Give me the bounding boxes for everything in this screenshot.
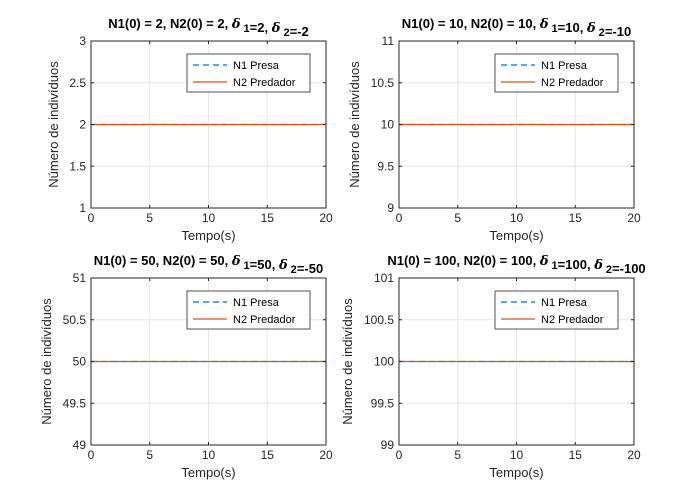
chart-title: N1(0) = 10, N2(0) = 10, δ 1=10, δ 2=-10 <box>402 16 631 39</box>
x-tick-label: 10 <box>202 448 216 462</box>
legend: N1 Presa N2 Predador <box>494 290 619 330</box>
x-tick-label: 15 <box>569 211 583 225</box>
y-axis-label: Número de indivíduos <box>340 298 355 425</box>
y-tick-label: 1 <box>79 201 86 215</box>
x-tick-label: 15 <box>569 448 583 462</box>
y-tick-label: 99.5 <box>371 396 395 410</box>
x-axis-label: Tempo(s) <box>489 465 543 480</box>
y-tick-label: 2 <box>79 118 86 132</box>
x-tick-label: 0 <box>88 448 95 462</box>
x-tick-label: 20 <box>319 211 333 225</box>
y-tick-label: 50 <box>73 355 87 369</box>
x-tick-label: 20 <box>627 211 641 225</box>
x-tick-label: 5 <box>146 211 153 225</box>
legend: N1 Presa N2 Predador <box>494 53 619 93</box>
y-tick-label: 51 <box>73 271 87 285</box>
y-tick-label: 49 <box>73 438 87 452</box>
x-axis-label: Tempo(s) <box>181 228 235 243</box>
x-tick-label: 5 <box>454 211 461 225</box>
x-tick-label: 15 <box>261 448 275 462</box>
x-tick-label: 15 <box>261 211 275 225</box>
chart-title: N1(0) = 50, N2(0) = 50, δ 1=50, δ 2=-50 <box>94 253 323 276</box>
legend-label: N2 Predador <box>541 314 604 326</box>
legend-label: N1 Presa <box>233 60 280 72</box>
chart-title: N1(0) = 100, N2(0) = 100, δ 1=100, δ 2=-… <box>387 253 645 276</box>
x-axis-label: Tempo(s) <box>181 465 235 480</box>
legend-box <box>186 53 311 93</box>
x-tick-label: 0 <box>88 211 95 225</box>
subplot-1: 0 5 10 15 20 1 1.5 2 2.5 3 Tempo(s) Número de indiv… <box>46 16 333 243</box>
legend-label: N1 Presa <box>233 297 280 309</box>
x-tick-label: 10 <box>510 211 524 225</box>
y-axis-label: Número de indivíduos <box>39 298 54 425</box>
y-tick-label: 9 <box>387 201 394 215</box>
x-tick-label: 0 <box>396 448 403 462</box>
legend-box <box>494 53 619 93</box>
subplot-2: 0 5 10 15 20 9 9.5 10 10.5 11 Tempo(s) Número de in… <box>347 16 641 243</box>
x-tick-label: 0 <box>396 211 403 225</box>
x-tick-label: 10 <box>202 211 216 225</box>
legend: N1 Presa N2 Predador <box>186 290 311 330</box>
legend: N1 Presa N2 Predador <box>186 53 311 93</box>
x-tick-label: 20 <box>319 448 333 462</box>
x-tick-label: 10 <box>510 448 524 462</box>
x-tick-label: 5 <box>146 448 153 462</box>
legend-label: N2 Predador <box>541 77 604 89</box>
y-tick-label: 1.5 <box>69 159 86 173</box>
y-tick-label: 9.5 <box>377 159 394 173</box>
y-tick-label: 100.5 <box>364 313 394 327</box>
subplot-3: 0 5 10 15 20 49 49.5 50 50.5 51 Tempo(s) Número de … <box>39 253 333 480</box>
y-tick-label: 99 <box>381 438 395 452</box>
legend-label: N1 Presa <box>541 60 588 72</box>
x-axis-label: Tempo(s) <box>489 228 543 243</box>
y-tick-label: 3 <box>79 34 86 48</box>
y-tick-label: 10 <box>381 118 395 132</box>
y-tick-label: 2.5 <box>69 76 86 90</box>
legend-label: N2 Predador <box>233 314 296 326</box>
x-tick-label: 5 <box>454 448 461 462</box>
y-tick-label: 100 <box>374 355 394 369</box>
y-tick-label: 50.5 <box>63 313 87 327</box>
y-axis-label: Número de indivíduos <box>347 61 362 188</box>
y-tick-label: 10.5 <box>371 76 395 90</box>
y-tick-label: 49.5 <box>63 396 87 410</box>
y-tick-label: 11 <box>382 34 395 48</box>
legend-box <box>186 290 311 330</box>
y-tick-label: 101 <box>374 271 394 285</box>
legend-box <box>494 290 619 330</box>
y-axis-label: Número de indivíduos <box>46 61 61 188</box>
legend-label: N2 Predador <box>233 77 296 89</box>
x-tick-label: 20 <box>627 448 641 462</box>
legend-label: N1 Presa <box>541 297 588 309</box>
subplot-4: 0 5 10 15 20 99 99.5 100 100.5 101 Tempo(s) Número … <box>340 253 646 480</box>
chart-title: N1(0) = 2, N2(0) = 2, δ 1=2, δ 2=-2 <box>108 16 308 39</box>
